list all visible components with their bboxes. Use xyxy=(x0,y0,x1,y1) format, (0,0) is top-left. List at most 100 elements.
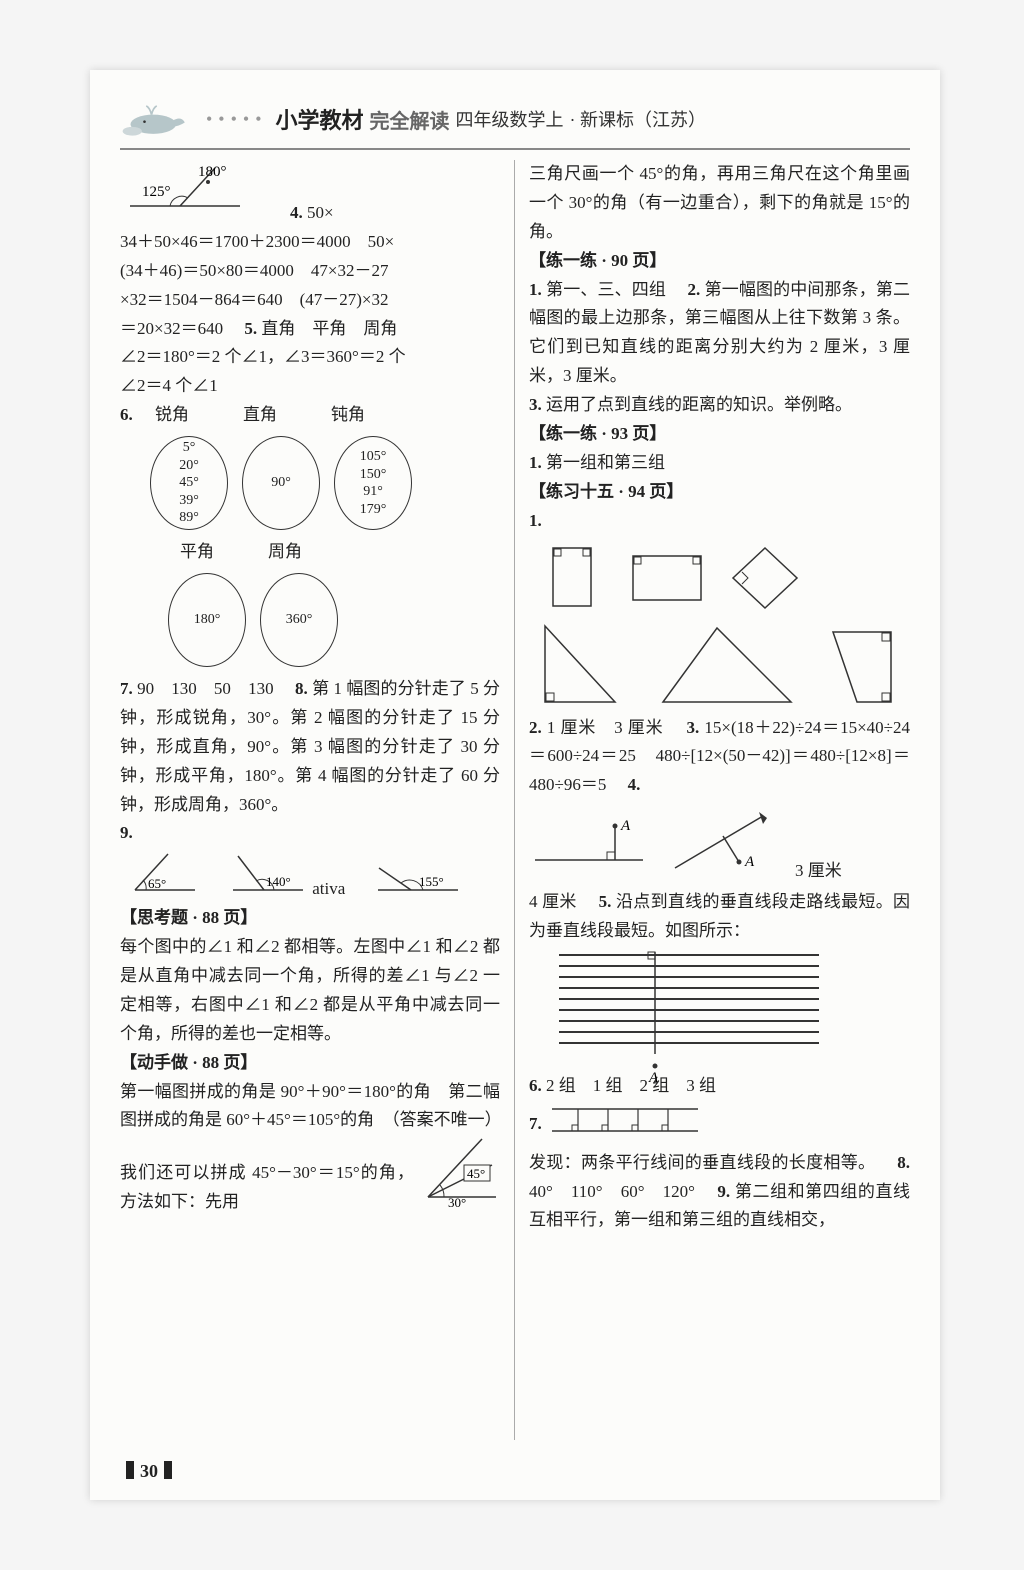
p93-label: 【练一练 · 93 页】 xyxy=(529,420,910,449)
left-column: 125° 180° 4. 50× 34＋50×46＝1700＋2300＝4000… xyxy=(120,160,515,1440)
svg-text:155°: 155° xyxy=(419,874,444,889)
p94-q7-row: 7. xyxy=(529,1101,910,1149)
hands-l1: 第一幅图拼成的角是 90°＋90°＝180°的角 第二幅图拼成的角是 60°＋4… xyxy=(120,1078,500,1136)
hands-l2: 我们还可以拼成 45°－30°＝15°的角，方法如下：先用 xyxy=(120,1159,414,1217)
hdr-straight: 平角 xyxy=(180,538,214,567)
title-grade: 四年级数学上 xyxy=(456,106,564,132)
svg-text:A: A xyxy=(620,818,631,834)
p90-block: 1. 第一、三、四组 2. 第一幅图的中间那条，第二幅图的最上边那条，第三幅图从… xyxy=(529,276,910,392)
hdr-acute: 锐角 xyxy=(155,401,189,430)
page-number: 30 xyxy=(140,1461,158,1481)
q9-label: 9. xyxy=(120,823,133,842)
angle-45-30-diagram: 45° 30° xyxy=(420,1135,500,1217)
q5-text: 直角 平角 周角 xyxy=(261,319,397,338)
q8-label: 8. xyxy=(295,679,308,698)
svg-text:A: A xyxy=(648,1070,659,1086)
p94-label: 【练习十五 · 94 页】 xyxy=(529,478,910,507)
p90-label: 【练一练 · 90 页】 xyxy=(529,247,910,276)
ellipse-row-1: 5° 20° 45° 39° 89° 90° 105° 150° 91° 179… xyxy=(150,436,500,530)
p94-q7-label: 7. xyxy=(529,1110,542,1139)
svg-text:30°: 30° xyxy=(448,1195,466,1207)
p94-q7-find-q8: 发现：两条平行线间的垂直线段的长度相等。 8. 40° 110° 60° 120… xyxy=(529,1149,910,1236)
label-180: 180° xyxy=(198,164,227,180)
svg-text:45°: 45° xyxy=(467,1166,485,1181)
hdr-right: 直角 xyxy=(243,401,277,430)
straight-v0: 180° xyxy=(194,611,221,629)
angle-65: 65° xyxy=(130,850,200,904)
acute-v4: 89° xyxy=(179,509,199,527)
ellipse-straight: 180° xyxy=(168,573,246,667)
shape-rect-tall xyxy=(537,542,607,612)
page-header: ••••• 小学教材 完全解读 四年级数学上 · 新课标（江苏） xyxy=(120,90,910,150)
ellipse-acute: 5° 20° 45° 39° 89° xyxy=(150,436,228,530)
shape-rect-wide xyxy=(627,542,707,612)
angle-140: 140° ativa xyxy=(228,850,345,904)
shape-trapezoid xyxy=(827,618,903,708)
q7-diagram xyxy=(548,1101,708,1149)
p94-q2-label: 2. xyxy=(529,718,542,737)
think-text: 每个图中的∠1 和∠2 都相等。左图中∠1 和∠2 都是从直角中减去同一个角，所… xyxy=(120,933,500,1049)
q4-diagram-right: A xyxy=(667,804,777,886)
header-dots: ••••• xyxy=(206,109,268,130)
label-125: 125° xyxy=(142,184,171,200)
shape-right-triangle xyxy=(537,618,627,708)
obtuse-v2: 91° xyxy=(363,483,383,501)
columns: 125° 180° 4. 50× 34＋50×46＝1700＋2300＝4000… xyxy=(120,160,910,1440)
ellipse-full: 360° xyxy=(260,573,338,667)
svg-text:65°: 65° xyxy=(148,876,166,891)
p90-q1: 第一、三、四组 xyxy=(546,280,666,299)
p93-q1-block: 1. 第一组和第三组 xyxy=(529,449,910,478)
title-edition: · 新课标（江苏） xyxy=(570,106,707,132)
p94-q4-label: 4. xyxy=(628,775,641,794)
acute-v0: 5° xyxy=(183,439,196,457)
ellipse-obtuse: 105° 150° 91° 179° xyxy=(334,436,412,530)
p94-q5-label: 5. xyxy=(599,892,612,911)
ellipse-right: 90° xyxy=(242,436,320,530)
think-label: 【思考题 · 88 页】 xyxy=(120,904,500,933)
angle-125-diagram: 125° 180° xyxy=(120,160,250,228)
q5-label: 5. xyxy=(244,319,257,338)
q4-text: 50× xyxy=(307,203,334,222)
math-line-1: 34＋50×46＝1700＋2300＝4000 50× xyxy=(120,228,500,257)
r-cont: 三角尺画一个 45°的角，再用三角尺在这个角里画一个 30°的角（有一边重合），… xyxy=(529,160,910,247)
obtuse-v3: 179° xyxy=(360,501,387,519)
p94-q3-label: 3. xyxy=(686,718,699,737)
svg-text:140°: 140° xyxy=(266,874,291,889)
shape-obtuse-triangle xyxy=(657,618,797,708)
p90-q3-block: 3. 运用了点到直线的距离的知识。举例略。 xyxy=(529,391,910,420)
p94-q2q3: 2. 1 厘米 3 厘米 3. 15×(18＋22)÷24＝15×40÷24＝6… xyxy=(529,714,910,801)
obtuse-v0: 105° xyxy=(360,448,387,466)
page-footer: 30 xyxy=(120,1461,178,1482)
p94-q1-label: 1. xyxy=(529,511,542,530)
p94-q8-label: 8. xyxy=(897,1153,910,1172)
p94-q7-find: 发现：两条平行线间的垂直线段的长度相等。 xyxy=(529,1153,875,1172)
angle-155: 155° xyxy=(373,850,463,904)
acute-v2: 45° xyxy=(179,474,199,492)
q5-line3: ∠2＝4 个∠1 xyxy=(120,372,500,401)
p94-q4q5: 4 厘米 5. 沿点到直线的垂直线段走路线最短。因为垂直线段最短。如图所示： xyxy=(529,888,910,946)
svg-text:A: A xyxy=(744,854,755,870)
ellipse-row-2: 180° 360° xyxy=(168,573,500,667)
p90-q3-label: 3. xyxy=(529,395,542,414)
q6-label: 6. xyxy=(120,405,133,424)
q8-text: 第 1 幅图的分针走了 5 分钟，形成锐角，30°。第 2 幅图的分针走了 15… xyxy=(120,679,500,814)
full-v0: 360° xyxy=(286,611,313,629)
q9-angles: 65° 140° ativa 155° xyxy=(130,850,500,904)
math-line-4: ＝20×32＝640 xyxy=(120,319,223,338)
p94-q2: 1 厘米 3 厘米 xyxy=(547,718,664,737)
title-main: 小学教材 xyxy=(276,103,364,135)
acute-v3: 39° xyxy=(179,492,199,510)
math-line-2: (34＋46)＝50×80＝4000 47×32－27 xyxy=(120,257,500,286)
acute-v1: 20° xyxy=(179,457,199,475)
p94-q8: 40° 110° 60° 120° xyxy=(529,1182,695,1201)
math-line-3: ×32＝1504－864＝640 (47－27)×32 xyxy=(120,286,500,315)
p90-q1-label: 1. xyxy=(529,280,542,299)
whale-icon xyxy=(120,99,190,139)
p94-q9-label: 9. xyxy=(717,1182,730,1201)
page: ••••• 小学教材 完全解读 四年级数学上 · 新课标（江苏） 125° 18… xyxy=(90,70,940,1500)
shape-diamond xyxy=(727,542,803,612)
q7-text: 90 130 50 130 xyxy=(137,679,273,698)
p93-q1-label: 1. xyxy=(529,453,542,472)
q5-line2: ∠2＝180°＝2 个∠1，∠3＝360°＝2 个 xyxy=(120,343,500,372)
right-column: 三角尺画一个 45°的角，再用三角尺在这个角里画一个 30°的角（有一边重合），… xyxy=(515,160,910,1440)
